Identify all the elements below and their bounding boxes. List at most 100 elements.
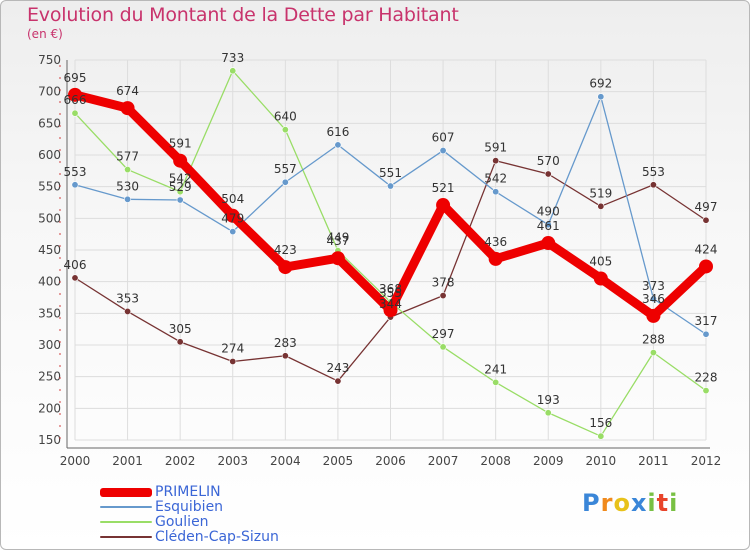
- data-label-goulien: 449: [326, 231, 349, 245]
- data-point-goulien: [492, 378, 500, 386]
- data-label-goulien: 228: [695, 371, 718, 385]
- legend-label: Cléden-Cap-Sizun: [155, 529, 279, 545]
- x-tick-label: 2011: [638, 454, 669, 468]
- data-label-cl-den-cap-sizun: 570: [537, 154, 560, 168]
- data-label-esquibien: 490: [537, 205, 560, 219]
- data-label-cl-den-cap-sizun: 305: [169, 322, 192, 336]
- data-point-primelin: [225, 208, 240, 223]
- legend-label: PRIMELIN: [155, 484, 221, 500]
- data-label-esquibien: 373: [642, 279, 665, 293]
- data-point-primelin: [436, 198, 451, 213]
- data-label-cl-den-cap-sizun: 406: [64, 258, 87, 272]
- data-point-primelin: [120, 101, 135, 116]
- y-tick-label: 150: [38, 433, 61, 447]
- data-label-goulien: 368: [379, 282, 402, 296]
- series-group: [68, 67, 713, 440]
- data-label-goulien: 193: [537, 393, 560, 407]
- data-point-primelin: [646, 308, 661, 323]
- logo-letter: i: [669, 489, 679, 517]
- data-point-cl-den-cap-sizun: [702, 216, 710, 224]
- legend-label: Goulien: [155, 514, 209, 530]
- data-point-goulien: [281, 126, 289, 134]
- data-point-cl-den-cap-sizun: [544, 170, 552, 178]
- y-tick-label: 550: [38, 180, 61, 194]
- data-point-primelin: [593, 271, 608, 286]
- data-label-primelin: 695: [64, 71, 87, 85]
- data-point-primelin: [173, 153, 188, 168]
- data-label-esquibien: 317: [695, 314, 718, 328]
- y-tick-label: 400: [38, 275, 61, 289]
- data-point-esquibien: [492, 188, 500, 196]
- data-point-primelin: [699, 259, 713, 274]
- data-point-esquibien: [176, 196, 184, 204]
- grid: [74, 59, 707, 441]
- data-point-goulien: [649, 349, 657, 357]
- data-point-primelin: [541, 236, 556, 251]
- data-label-cl-den-cap-sizun: 283: [274, 336, 297, 350]
- y-tick-label: 700: [38, 85, 61, 99]
- data-point-esquibien: [649, 295, 657, 303]
- data-label-primelin: 521: [432, 181, 455, 195]
- data-label-esquibien: 542: [484, 172, 507, 186]
- data-point-esquibien: [702, 330, 710, 338]
- data-label-primelin: 436: [484, 235, 507, 249]
- data-label-cl-den-cap-sizun: 353: [116, 291, 139, 305]
- data-label-primelin: 461: [537, 219, 560, 233]
- data-label-esquibien: 557: [274, 162, 297, 176]
- chart-title: Evolution du Montant de la Dette par Hab…: [27, 4, 459, 26]
- data-label-esquibien: 551: [379, 166, 402, 180]
- logo-letter: x: [630, 489, 648, 517]
- data-point-esquibien: [71, 181, 79, 189]
- data-point-esquibien: [124, 195, 132, 203]
- data-label-primelin: 423: [274, 243, 297, 257]
- data-label-cl-den-cap-sizun: 378: [432, 276, 455, 290]
- data-point-esquibien: [439, 147, 447, 155]
- data-point-goulien: [176, 188, 184, 196]
- data-label-cl-den-cap-sizun: 519: [589, 186, 612, 200]
- data-label-cl-den-cap-sizun: 591: [484, 141, 507, 155]
- data-point-goulien: [439, 343, 447, 351]
- data-point-cl-den-cap-sizun: [492, 157, 500, 165]
- x-tick-label: 2012: [691, 454, 722, 468]
- data-label-cl-den-cap-sizun: 497: [695, 200, 718, 214]
- data-label-goulien: 156: [589, 416, 612, 430]
- data-point-primelin: [488, 251, 503, 266]
- logo-letter: o: [613, 489, 631, 517]
- data-point-primelin: [383, 303, 398, 318]
- data-point-esquibien: [229, 228, 237, 236]
- data-point-cl-den-cap-sizun: [597, 202, 605, 210]
- y-tick-label: 450: [38, 243, 61, 257]
- x-tick-label: 2006: [375, 454, 406, 468]
- data-point-cl-den-cap-sizun: [334, 377, 342, 385]
- x-tick-label: 2010: [586, 454, 617, 468]
- data-label-primelin: 504: [221, 192, 244, 206]
- data-label-cl-den-cap-sizun: 553: [642, 165, 665, 179]
- data-label-esquibien: 529: [169, 180, 192, 194]
- logo-letter: r: [600, 489, 614, 517]
- data-label-primelin: 437: [326, 234, 349, 248]
- legend-swatch: [100, 506, 152, 508]
- y-tick-label: 300: [38, 338, 61, 352]
- y-tick-label: 600: [38, 148, 61, 162]
- data-point-cl-den-cap-sizun: [439, 292, 447, 300]
- data-label-primelin: 424: [695, 242, 718, 256]
- y-tick-label: 200: [38, 401, 61, 415]
- data-label-cl-den-cap-sizun: 344: [379, 297, 402, 311]
- legend-swatch: [100, 521, 152, 523]
- data-label-goulien: 288: [642, 333, 665, 347]
- data-label-goulien: 241: [484, 362, 507, 376]
- x-tick-label: 2009: [533, 454, 564, 468]
- axes: 150 200 250 300 350 400 450 500 550 600 650 700 750 2…: [38, 53, 721, 468]
- data-point-primelin: [330, 251, 345, 266]
- data-label-goulien: 666: [64, 93, 87, 107]
- data-point-cl-den-cap-sizun: [176, 338, 184, 346]
- data-point-goulien: [229, 67, 237, 75]
- data-point-esquibien: [281, 178, 289, 186]
- data-label-esquibien: 479: [221, 212, 244, 226]
- legend-label: Esquibien: [155, 499, 224, 515]
- x-tick-label: 2004: [270, 454, 301, 468]
- data-point-primelin: [68, 87, 82, 102]
- data-label-esquibien: 553: [64, 165, 87, 179]
- x-tick-label: 2001: [112, 454, 143, 468]
